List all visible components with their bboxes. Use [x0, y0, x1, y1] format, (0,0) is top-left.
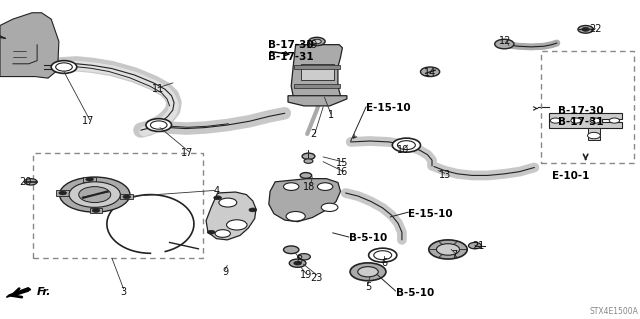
Circle shape [123, 195, 131, 199]
Bar [120, 194, 133, 199]
Circle shape [304, 159, 313, 163]
Circle shape [609, 118, 620, 123]
Text: 7: 7 [451, 250, 458, 260]
Text: 12: 12 [499, 36, 512, 47]
Polygon shape [588, 128, 600, 140]
Circle shape [582, 27, 589, 31]
Circle shape [590, 118, 600, 123]
Circle shape [317, 183, 333, 190]
Text: 18: 18 [303, 182, 316, 192]
Text: 11: 11 [152, 84, 164, 94]
Circle shape [392, 138, 420, 152]
Text: 2: 2 [310, 129, 317, 139]
Text: 3: 3 [120, 287, 127, 297]
Circle shape [227, 220, 247, 230]
Circle shape [312, 39, 321, 44]
Circle shape [207, 230, 215, 234]
Text: B-17-30
B-17-31: B-17-30 B-17-31 [268, 40, 313, 62]
Circle shape [308, 37, 325, 46]
Text: 9: 9 [222, 267, 228, 277]
Circle shape [214, 196, 221, 200]
Text: B-5-10: B-5-10 [349, 233, 387, 243]
Circle shape [429, 240, 467, 259]
Text: B-5-10: B-5-10 [396, 287, 434, 298]
Circle shape [289, 259, 306, 267]
Circle shape [69, 182, 120, 207]
Text: 17: 17 [82, 116, 95, 126]
Circle shape [92, 209, 100, 212]
Circle shape [219, 198, 237, 207]
Circle shape [86, 177, 93, 181]
Text: 16: 16 [336, 167, 349, 177]
Text: 21: 21 [472, 241, 484, 251]
Text: 1: 1 [328, 110, 334, 120]
Text: 19: 19 [306, 40, 319, 50]
Bar [33, 153, 203, 258]
Text: 19: 19 [300, 270, 312, 280]
Circle shape [468, 242, 481, 249]
Bar [90, 208, 102, 213]
Circle shape [298, 254, 310, 260]
Text: 4: 4 [213, 186, 220, 197]
Polygon shape [269, 179, 340, 222]
Text: 17: 17 [181, 148, 194, 158]
Text: 6: 6 [381, 258, 387, 268]
Bar [83, 177, 96, 182]
Circle shape [24, 179, 37, 185]
Text: 5: 5 [365, 282, 371, 292]
Polygon shape [294, 65, 340, 69]
Text: E-10-1: E-10-1 [552, 171, 589, 181]
Circle shape [369, 248, 397, 262]
Text: E-15-10: E-15-10 [408, 209, 453, 219]
Text: 10: 10 [397, 145, 410, 155]
Bar [541, 51, 634, 163]
Text: STX4E1500A: STX4E1500A [590, 308, 639, 316]
Circle shape [436, 244, 460, 255]
Circle shape [588, 132, 600, 139]
Circle shape [51, 61, 77, 73]
Polygon shape [301, 64, 334, 80]
Circle shape [294, 261, 301, 265]
Circle shape [321, 203, 338, 211]
Text: 23: 23 [310, 272, 323, 283]
Circle shape [146, 119, 172, 131]
Polygon shape [288, 96, 347, 106]
Polygon shape [549, 113, 622, 128]
Circle shape [59, 191, 67, 195]
Circle shape [550, 118, 561, 123]
Circle shape [495, 39, 514, 49]
Text: Fr.: Fr. [37, 287, 52, 297]
Circle shape [284, 183, 299, 190]
Circle shape [60, 177, 130, 212]
Text: 22: 22 [589, 24, 602, 34]
Text: 14: 14 [424, 68, 436, 78]
Circle shape [350, 263, 386, 281]
Polygon shape [291, 45, 342, 99]
Circle shape [358, 267, 378, 277]
Text: B-17-30
B-17-31: B-17-30 B-17-31 [558, 106, 604, 127]
Circle shape [302, 153, 315, 160]
Polygon shape [6, 288, 31, 297]
Circle shape [215, 230, 230, 237]
Circle shape [571, 118, 581, 123]
Polygon shape [0, 13, 59, 78]
Circle shape [249, 208, 257, 212]
Circle shape [300, 173, 312, 178]
Circle shape [284, 246, 299, 254]
Text: E-15-10: E-15-10 [366, 103, 411, 114]
Bar [56, 190, 69, 196]
Text: 13: 13 [438, 170, 451, 181]
Text: 20: 20 [19, 177, 32, 188]
Polygon shape [206, 192, 256, 240]
Text: 15: 15 [336, 158, 349, 168]
Text: 8: 8 [296, 255, 303, 265]
Circle shape [79, 187, 111, 203]
Polygon shape [294, 84, 340, 88]
Circle shape [578, 26, 593, 33]
Circle shape [286, 211, 305, 221]
Circle shape [420, 67, 440, 77]
